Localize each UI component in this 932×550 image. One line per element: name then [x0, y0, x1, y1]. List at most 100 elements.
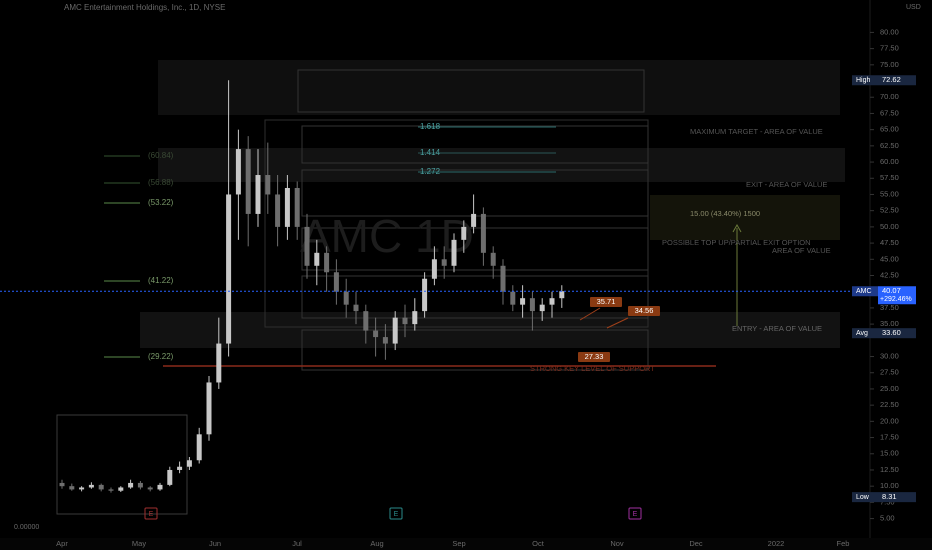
note: 15.00 (43.40%) 1500: [690, 209, 760, 218]
candle-body: [59, 482, 65, 487]
candle-body: [265, 175, 271, 195]
box: [301, 125, 649, 164]
candle-body: [382, 337, 388, 344]
y-tick-label: 77.50: [880, 44, 899, 53]
y-tick-label: 52.50: [880, 206, 899, 215]
earnings-label: E: [394, 511, 399, 518]
note: EXIT - AREA OF VALUE: [746, 180, 827, 189]
y-tick-label: 12.50: [880, 465, 899, 474]
note: STRONG KEY LEVEL OF SUPPORT: [530, 364, 655, 373]
candle-body: [539, 304, 545, 312]
candle-body: [118, 487, 124, 491]
y-tick-label: 37.50: [880, 303, 899, 312]
x-tick-label: Aug: [370, 539, 383, 548]
earnings-marker: [144, 507, 158, 520]
badge-name-bg: [852, 328, 878, 339]
y-tick-label: 30.00: [880, 352, 899, 361]
earnings-marker: [389, 507, 403, 520]
y-tick-label: 47.50: [880, 238, 899, 247]
note: ENTRY - AREA OF VALUE: [732, 324, 822, 333]
candle-body: [500, 265, 506, 292]
candle-body: [422, 278, 428, 312]
arrow: [606, 317, 629, 329]
candle-body: [177, 466, 183, 470]
candle-body: [324, 252, 330, 273]
candle-body: [128, 482, 134, 488]
candle-body: [480, 213, 486, 253]
earnings-label: E: [633, 511, 638, 518]
arrow: [579, 307, 601, 321]
candle-body: [412, 311, 418, 325]
candle-body: [333, 272, 339, 292]
badge-value-bg: [878, 328, 916, 339]
candle-body: [98, 484, 104, 490]
candle-body: [490, 252, 496, 266]
x-tick-label: Feb: [837, 539, 850, 548]
badge-name: High: [856, 77, 871, 84]
candle-body: [471, 213, 477, 227]
candle-body: [343, 291, 349, 305]
box: [264, 119, 649, 328]
candle-body: [235, 149, 241, 195]
candle-body: [510, 291, 516, 305]
price-tag: 27.33: [585, 352, 604, 361]
badge-value-bg: [878, 492, 916, 503]
candle-body: [275, 194, 281, 227]
y-tick-label: 20.00: [880, 416, 899, 425]
y-tick-label: 65.00: [880, 125, 899, 134]
note: POSSIBLE TOP UP/PARTIAL EXIT OPTION: [662, 238, 811, 247]
y-tick-label: 27.50: [880, 368, 899, 377]
candle-body: [549, 298, 555, 305]
y-tick-label: 15.00: [880, 449, 899, 458]
time-axis: [0, 538, 932, 550]
y-tick-label: 70.00: [880, 92, 899, 101]
fib-label: (29.22): [148, 352, 174, 361]
y-tick-label: 10.00: [880, 481, 899, 490]
y-tick-label: 75.00: [880, 60, 899, 69]
candle-body: [284, 187, 290, 227]
currency: USD: [906, 4, 921, 11]
candle-body: [69, 486, 75, 490]
candle-body: [79, 487, 85, 490]
candle-body: [363, 311, 369, 331]
badge-name-bg: [852, 75, 878, 86]
candle-body: [137, 482, 143, 488]
x-tick-label: Jun: [209, 539, 221, 548]
x-tick-label: Nov: [610, 539, 624, 548]
candle-body: [353, 304, 359, 312]
box: [56, 414, 188, 515]
candle-body: [451, 239, 457, 266]
arrow-head: [732, 223, 742, 233]
box-level: 1.272: [420, 167, 441, 176]
y-tick-label: 80.00: [880, 27, 899, 36]
badge-name-bg: [852, 286, 878, 297]
box: [301, 275, 649, 319]
badge-name: Low: [856, 494, 870, 501]
candle-body: [255, 175, 261, 214]
box: [297, 69, 645, 113]
candle-body: [167, 469, 173, 485]
badge-value: 33.60: [882, 328, 901, 337]
y-tick-label: 42.50: [880, 270, 899, 279]
y-tick-label: 25.00: [880, 384, 899, 393]
badge-name: Avg: [856, 330, 868, 337]
chart-title: AMC Entertainment Holdings, Inc., 1D, NY…: [64, 3, 225, 12]
fib-label: (41.22): [148, 276, 174, 285]
candle-body: [186, 460, 192, 467]
note: MAXIMUM TARGET - AREA OF VALUE: [690, 127, 823, 136]
candle-body: [402, 317, 408, 325]
candle-body: [206, 382, 212, 435]
candle-body: [147, 487, 153, 490]
price-tag-bg: [578, 352, 610, 362]
y-tick-label: 5.00: [880, 514, 895, 523]
badge-name: AMC: [856, 288, 872, 295]
candle-body: [88, 484, 94, 488]
y-tick-label: 45.00: [880, 254, 899, 263]
y-tick-label: 35.00: [880, 319, 899, 328]
y-tick-label: 17.50: [880, 433, 899, 442]
y-tick-label: 57.50: [880, 173, 899, 182]
y-tick-label: 60.00: [880, 157, 899, 166]
note: AREA OF VALUE: [772, 246, 831, 255]
y-tick-label: 50.00: [880, 222, 899, 231]
